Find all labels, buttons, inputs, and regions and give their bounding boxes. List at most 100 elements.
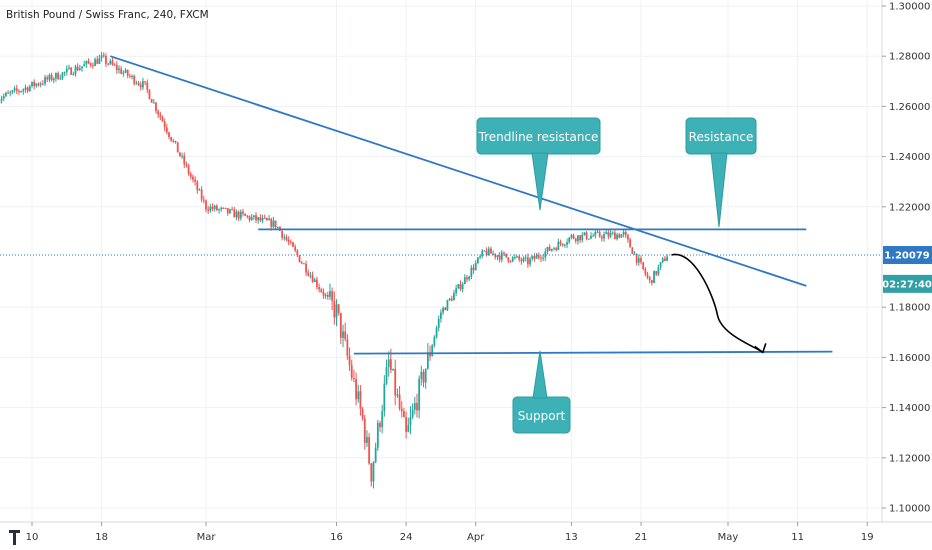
candle-body: [359, 391, 362, 409]
candle-body: [507, 257, 510, 262]
candle-body: [644, 269, 647, 275]
callout-pointer: [532, 350, 548, 399]
candle-body: [122, 72, 125, 74]
trendline-line[interactable]: [110, 55, 807, 287]
drawn-lines[interactable]: [0, 55, 882, 355]
candle-body: [553, 248, 555, 250]
time-axis[interactable]: 10 18 Mar 16 24 Apr 13 21 May 11 19: [26, 522, 874, 543]
candle-body: [76, 66, 79, 71]
callout-resistance[interactable]: Resistance: [685, 117, 757, 228]
callout-label: Support: [518, 409, 566, 423]
candle-body: [463, 277, 466, 285]
candle-body: [113, 64, 116, 66]
candle-body: [200, 189, 203, 200]
candle-body: [350, 365, 353, 379]
candle-body: [429, 352, 431, 357]
candle-body: [581, 234, 584, 241]
candle-body: [194, 179, 197, 182]
candle-body: [548, 247, 551, 251]
price-axis[interactable]: 1.30000 1.28000 1.26000 1.24000 1.22000 1.180…: [882, 2, 930, 515]
candle-body: [131, 75, 133, 77]
candle-body: [568, 237, 571, 243]
candle-body: [381, 411, 384, 428]
candle-body: [618, 234, 621, 238]
candle-body: [250, 217, 253, 220]
candle-body: [107, 63, 110, 65]
candle-body: [368, 437, 371, 464]
candle-body: [63, 72, 66, 74]
callout-trendline-resistance[interactable]: Trendline resistance: [476, 117, 601, 211]
x-tick-label: 11: [791, 532, 804, 543]
candle-body: [89, 63, 92, 66]
candle-body: [78, 68, 81, 71]
candle-body: [614, 232, 616, 240]
y-tick-label: 1.26000: [889, 102, 930, 113]
candle-body: [266, 218, 268, 221]
x-tick-label: Mar: [197, 532, 217, 543]
candle-body: [15, 88, 18, 91]
candle-body: [585, 232, 588, 240]
candle-body: [555, 248, 558, 251]
candle-body: [366, 437, 368, 443]
candle-body: [92, 65, 94, 67]
candle-body: [0, 98, 3, 101]
candle-body: [155, 102, 157, 112]
candle-body: [513, 257, 516, 259]
candle-body: [600, 236, 603, 239]
candle-body: [557, 241, 560, 251]
candle-body: [542, 257, 545, 259]
candle-body: [35, 83, 38, 87]
candle-body: [437, 318, 440, 328]
current-price-tag: 1.20079: [883, 246, 932, 265]
callout-support[interactable]: Support: [512, 350, 571, 434]
candle-body: [387, 359, 390, 368]
x-tick-label: 24: [400, 532, 413, 543]
candle-body: [196, 181, 199, 191]
candle-body: [348, 355, 351, 366]
candle-body: [309, 275, 312, 277]
candle-body: [146, 82, 149, 90]
candle-body: [137, 83, 140, 85]
candle-body: [283, 237, 286, 239]
y-tick-label: 1.10000: [889, 504, 930, 515]
candle-body: [468, 276, 471, 280]
candle-body: [152, 102, 155, 104]
candle-body: [59, 78, 62, 80]
candle-body: [111, 60, 114, 65]
projection-arrow[interactable]: [671, 253, 764, 354]
x-tick-label: Apr: [467, 532, 485, 543]
candle-body: [563, 244, 566, 246]
candle-body: [174, 140, 177, 143]
x-tick-label: 10: [26, 532, 39, 543]
candle-body: [637, 258, 640, 263]
candle-body: [98, 57, 101, 64]
support-line[interactable]: [353, 350, 833, 355]
candle-body: [298, 255, 301, 263]
candle-body: [629, 239, 632, 248]
candle-body: [52, 78, 55, 81]
candle-body: [416, 403, 418, 411]
candle-body: [400, 408, 403, 412]
candlesticks: [0, 51, 668, 489]
candle-body: [13, 88, 16, 91]
candle-body: [405, 417, 407, 432]
candle-body: [57, 72, 59, 80]
candle-body: [518, 256, 521, 260]
candle-body: [322, 291, 325, 296]
candle-body: [100, 55, 103, 58]
candle-body: [524, 257, 527, 259]
x-tick-label: May: [718, 532, 739, 543]
candle-body: [572, 235, 575, 239]
candle-body: [411, 409, 414, 417]
candle-body: [126, 69, 129, 76]
candle-body: [653, 271, 655, 284]
candle-body: [189, 173, 192, 177]
candle-body: [455, 288, 458, 294]
candle-body: [598, 231, 601, 237]
candle-body: [135, 83, 138, 85]
candle-body: [28, 86, 31, 92]
candle-body: [220, 207, 223, 210]
candle-body: [546, 247, 549, 252]
candle-body: [461, 284, 464, 290]
